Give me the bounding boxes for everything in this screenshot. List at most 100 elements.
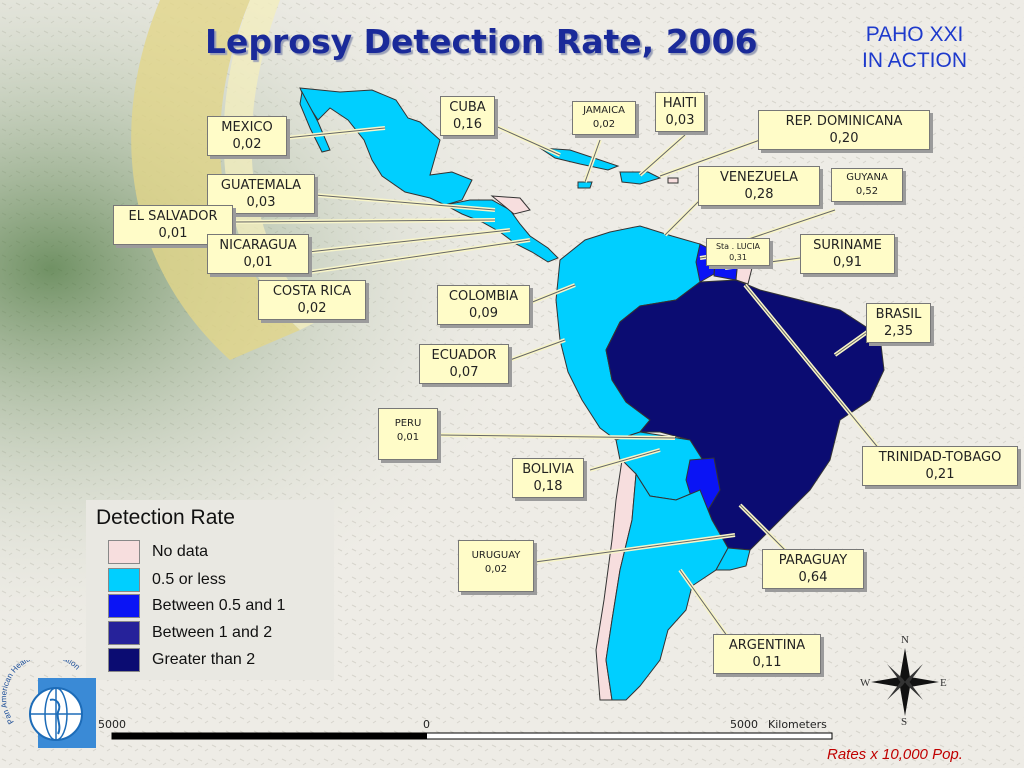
callout-rate: 0,11 (752, 655, 782, 670)
map-region-uruguay (715, 547, 751, 571)
callout-rate: 0,01 (158, 226, 188, 241)
legend-title: Detection Rate (96, 506, 235, 529)
callout-rate: 0,02 (297, 301, 327, 316)
callout-rate: 0,21 (925, 467, 955, 482)
rates-footnote: Rates x 10,000 Pop. (827, 746, 963, 763)
map-region-mexico (299, 87, 473, 206)
callout-rate: 0,03 (246, 195, 276, 210)
callout-bolivia: BOLIVIA 0,18 (512, 458, 584, 498)
callout-name: SURINAME (813, 238, 882, 253)
callout-argentina: ARGENTINA 0,11 (713, 634, 821, 674)
callout-peru: PERU 0,01 (378, 408, 438, 460)
compass-rose-icon (871, 648, 939, 716)
callout-name: PARAGUAY (778, 553, 848, 568)
legend-label: Between 0.5 and 1 (152, 597, 286, 614)
legend-swatch (108, 621, 140, 645)
compass-east: E (940, 677, 947, 689)
callout-rate: 0,02 (592, 119, 616, 130)
legend-swatch (108, 594, 140, 618)
map-region-argentina (605, 472, 729, 701)
map-region-belize (490, 195, 531, 215)
scale-label-mid: 0 (423, 718, 430, 731)
callout-rate: 0,01 (396, 432, 420, 443)
callout-colombia: COLOMBIA 0,09 (437, 285, 530, 325)
callout-name: VENEZUELA (719, 170, 799, 185)
callout-paraguay: PARAGUAY 0,64 (762, 549, 864, 589)
map-legend: Detection Rate No data 0.5 or less Betwe… (86, 500, 334, 680)
legend-swatch (108, 540, 140, 564)
legend-item: 0.5 or less (108, 568, 338, 592)
page-title: Leprosy Detection Rate, 2006 (205, 22, 758, 61)
callout-cuba: CUBA 0,16 (440, 96, 495, 136)
paho-badge-line1: PAHO XXI (865, 23, 964, 46)
map-region-jamaica (577, 181, 593, 189)
callout-name: EL SALVADOR (128, 209, 218, 224)
callout-trinidad-tobago: TRINIDAD-TOBAGO 0,21 (862, 446, 1018, 486)
callout-name: ECUADOR (431, 348, 497, 363)
callout-haiti: HAITI 0,03 (655, 92, 705, 132)
callout-name: JAMAICA (583, 105, 625, 116)
callout-rate: 0,02 (232, 137, 262, 152)
legend-item: Between 0.5 and 1 (108, 594, 338, 618)
callout-uruguay: URUGUAY 0,02 (458, 540, 534, 592)
callout-name: GUATEMALA (220, 178, 302, 193)
compass-south: S (901, 716, 908, 728)
callout-ecuador: ECUADOR 0,07 (419, 344, 509, 384)
callout-rate: 0,07 (449, 365, 479, 380)
callout-rate: 0,01 (243, 255, 273, 270)
legend-swatch (108, 568, 140, 592)
legend-label: No data (152, 543, 209, 560)
callout-name: COLOMBIA (448, 289, 519, 304)
callout-name: PERU (394, 418, 422, 429)
compass-north: N (901, 634, 909, 646)
callout-rep-dominicana: REP. DOMINICANA 0,20 (758, 110, 930, 150)
callout-venezuela: VENEZUELA 0,28 (698, 166, 820, 206)
scale-bar (111, 732, 833, 740)
callout-name: BRASIL (875, 307, 922, 322)
legend-label: Greater than 2 (152, 651, 256, 668)
callout-name: HAITI (662, 96, 698, 111)
legend-item: No data (108, 540, 338, 564)
callout-nicaragua: NICARAGUA 0,01 (207, 234, 309, 274)
callout-name: TRINIDAD-TOBAGO (878, 450, 1002, 465)
callout-name: COSTA RICA (272, 284, 352, 299)
callout-name: NICARAGUA (219, 238, 297, 253)
callout-jamaica: JAMAICA 0,02 (572, 101, 636, 135)
callout-name: CUBA (449, 100, 486, 115)
paho-logo-icon: Pan American Health Organization (0, 660, 96, 748)
legend-label: 0.5 or less (152, 571, 226, 588)
callout-rate: 0,52 (855, 186, 879, 197)
callout-rate: 0,03 (665, 113, 695, 128)
map-region-brazil (605, 279, 885, 551)
callout-name: REP. DOMINICANA (785, 114, 903, 129)
callout-name: MEXICO (221, 120, 273, 135)
callout-rate: 0,64 (798, 570, 828, 585)
callout-guyana: GUYANA 0,52 (831, 168, 903, 202)
scale-label-right: 5000 (730, 718, 758, 731)
legend-swatch (108, 648, 140, 672)
compass-west: W (860, 677, 871, 689)
callout-name: GUYANA (846, 172, 888, 183)
callout-rate: 0,20 (829, 131, 859, 146)
callout-rate: 0,28 (744, 187, 774, 202)
callout-rate: 0,02 (484, 564, 508, 575)
legend-item: Between 1 and 2 (108, 621, 338, 645)
legend-label: Between 1 and 2 (152, 624, 273, 641)
callout-rate: 0,91 (833, 255, 862, 270)
callout-brasil: BRASIL 2,35 (866, 303, 931, 343)
callout-name: ARGENTINA (728, 638, 806, 653)
callout-rate: 0,31 (729, 253, 747, 262)
callout-name: Sta . LUCIA (715, 242, 761, 251)
callout-rate: 0,16 (453, 117, 482, 132)
paho-badge: PAHO XXI IN ACTION (862, 22, 967, 74)
paho-badge-line2: IN ACTION (862, 49, 968, 72)
map-region-puerto-rico (667, 177, 679, 184)
callout-name: BOLIVIA (522, 462, 574, 477)
legend-item: Greater than 2 (108, 648, 338, 672)
callout-name: URUGUAY (471, 550, 521, 561)
callout-rate: 0,18 (533, 479, 563, 494)
callout-mexico: MEXICO 0,02 (207, 116, 287, 156)
scale-label-left: 5000 (98, 718, 126, 731)
callout-sta-lucia: Sta . LUCIA 0,31 (706, 238, 770, 266)
